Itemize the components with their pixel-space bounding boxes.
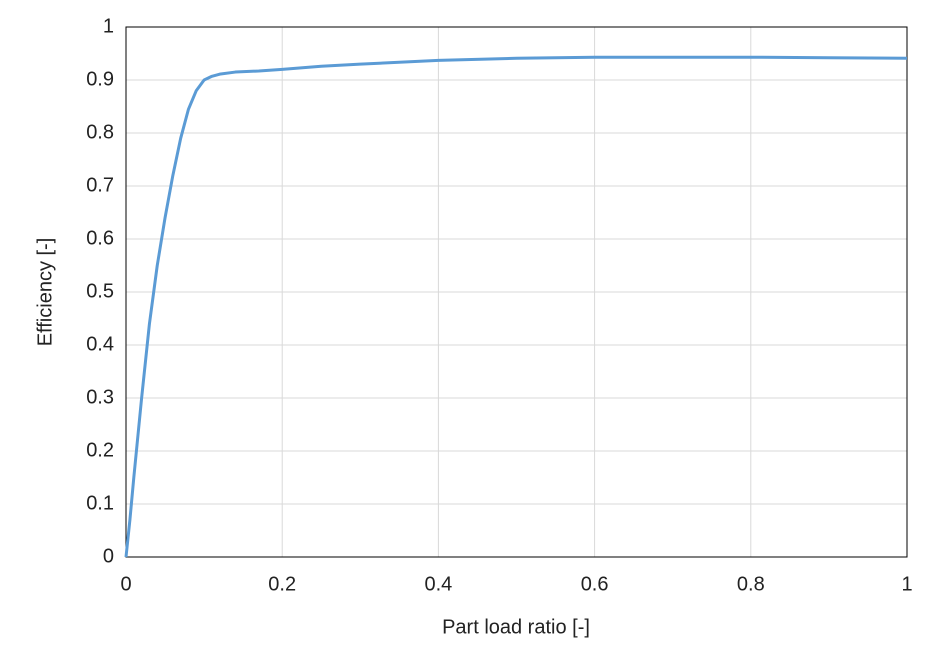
y-tick-label: 0.3	[86, 386, 114, 408]
y-tick-label: 0.5	[86, 280, 114, 302]
y-tick-label: 0.7	[86, 174, 114, 196]
y-tick-label: 0.9	[86, 68, 114, 90]
x-tick-label: 0	[120, 573, 131, 595]
x-tick-label: 0.8	[737, 573, 765, 595]
y-tick-label: 0.8	[86, 121, 114, 143]
y-tick-label: 0	[103, 545, 114, 567]
y-tick-label: 0.6	[86, 227, 114, 249]
plot-frame	[125, 26, 908, 558]
y-tick-label: 0.1	[86, 492, 114, 514]
y-tick-label: 0.4	[86, 333, 114, 355]
x-tick-label: 0.6	[581, 573, 609, 595]
y-axis-title: Efficiency [-]	[34, 238, 56, 347]
x-tick-label: 0.4	[424, 573, 452, 595]
y-tick-label: 1	[103, 15, 114, 37]
y-tick-label: 0.2	[86, 439, 114, 461]
x-tick-label: 1	[901, 573, 912, 595]
x-tick-label: 0.2	[268, 573, 296, 595]
line-series	[124, 55, 908, 558]
x-axis-title: Part load ratio [-]	[442, 616, 590, 638]
